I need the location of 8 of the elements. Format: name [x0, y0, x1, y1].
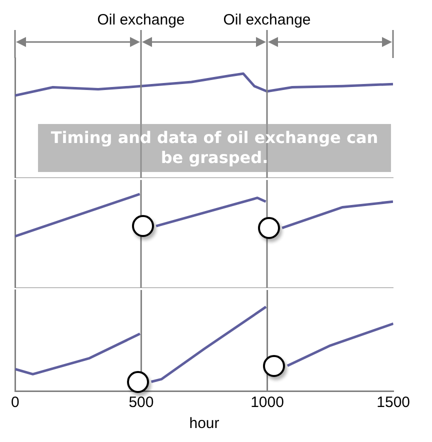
x-tick-label: 1500: [376, 394, 410, 412]
ref-line-label: Oil exchange: [97, 12, 185, 29]
x-axis-title: hour: [189, 415, 220, 432]
annotation: Timing and data of oil exchange can be grasped.: [38, 124, 391, 172]
x-tick-label: 0: [11, 394, 20, 412]
x-tick-label: 500: [128, 394, 154, 412]
ref-line-label: Oil exchange: [223, 12, 311, 29]
x-tick-label: 1000: [250, 394, 284, 412]
